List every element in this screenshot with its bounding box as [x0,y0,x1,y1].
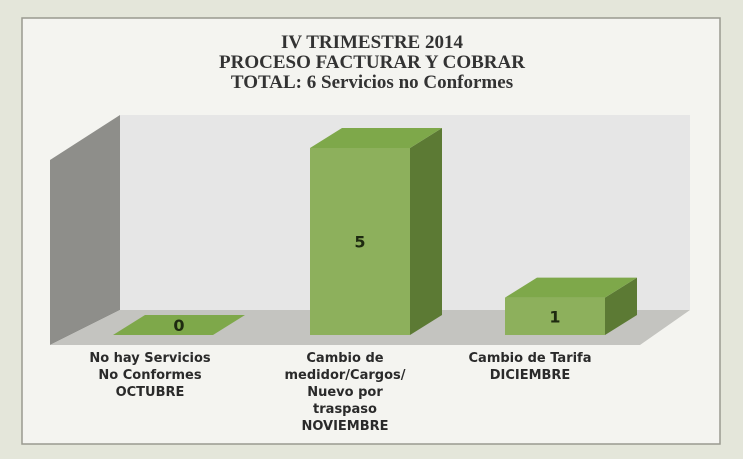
x-tick-label: No Conformes [98,368,201,383]
bar [310,148,410,335]
x-tick-label: DICIEMBRE [490,368,571,383]
x-tick-label: Cambio de Tarifa [469,351,592,366]
value-label: 1 [549,307,560,326]
x-tick-label: traspaso [313,402,377,417]
bar [505,297,605,335]
chart-title: TOTAL: 6 Servicios no Conformes [231,72,513,93]
bar-side [605,277,637,335]
x-tick-label: medidor/Cargos/ [285,368,406,383]
value-label: 5 [354,233,365,252]
x-tick-label: OCTUBRE [116,385,185,400]
chart-title: IV TRIMESTRE 2014 [281,32,463,53]
x-tick-label: Nuevo por [307,385,383,400]
chart-title: PROCESO FACTURAR Y COBRAR [219,52,525,73]
x-tick-label: Cambio de [306,351,383,366]
bar-side [410,128,442,335]
x-tick-label: NOVIEMBRE [301,419,388,434]
value-label: 0 [173,316,184,335]
side-wall [50,115,120,345]
x-tick-label: No hay Servicios [89,351,211,366]
bar-top [310,128,442,148]
bar-top [505,277,637,298]
bar-top [113,315,245,335]
